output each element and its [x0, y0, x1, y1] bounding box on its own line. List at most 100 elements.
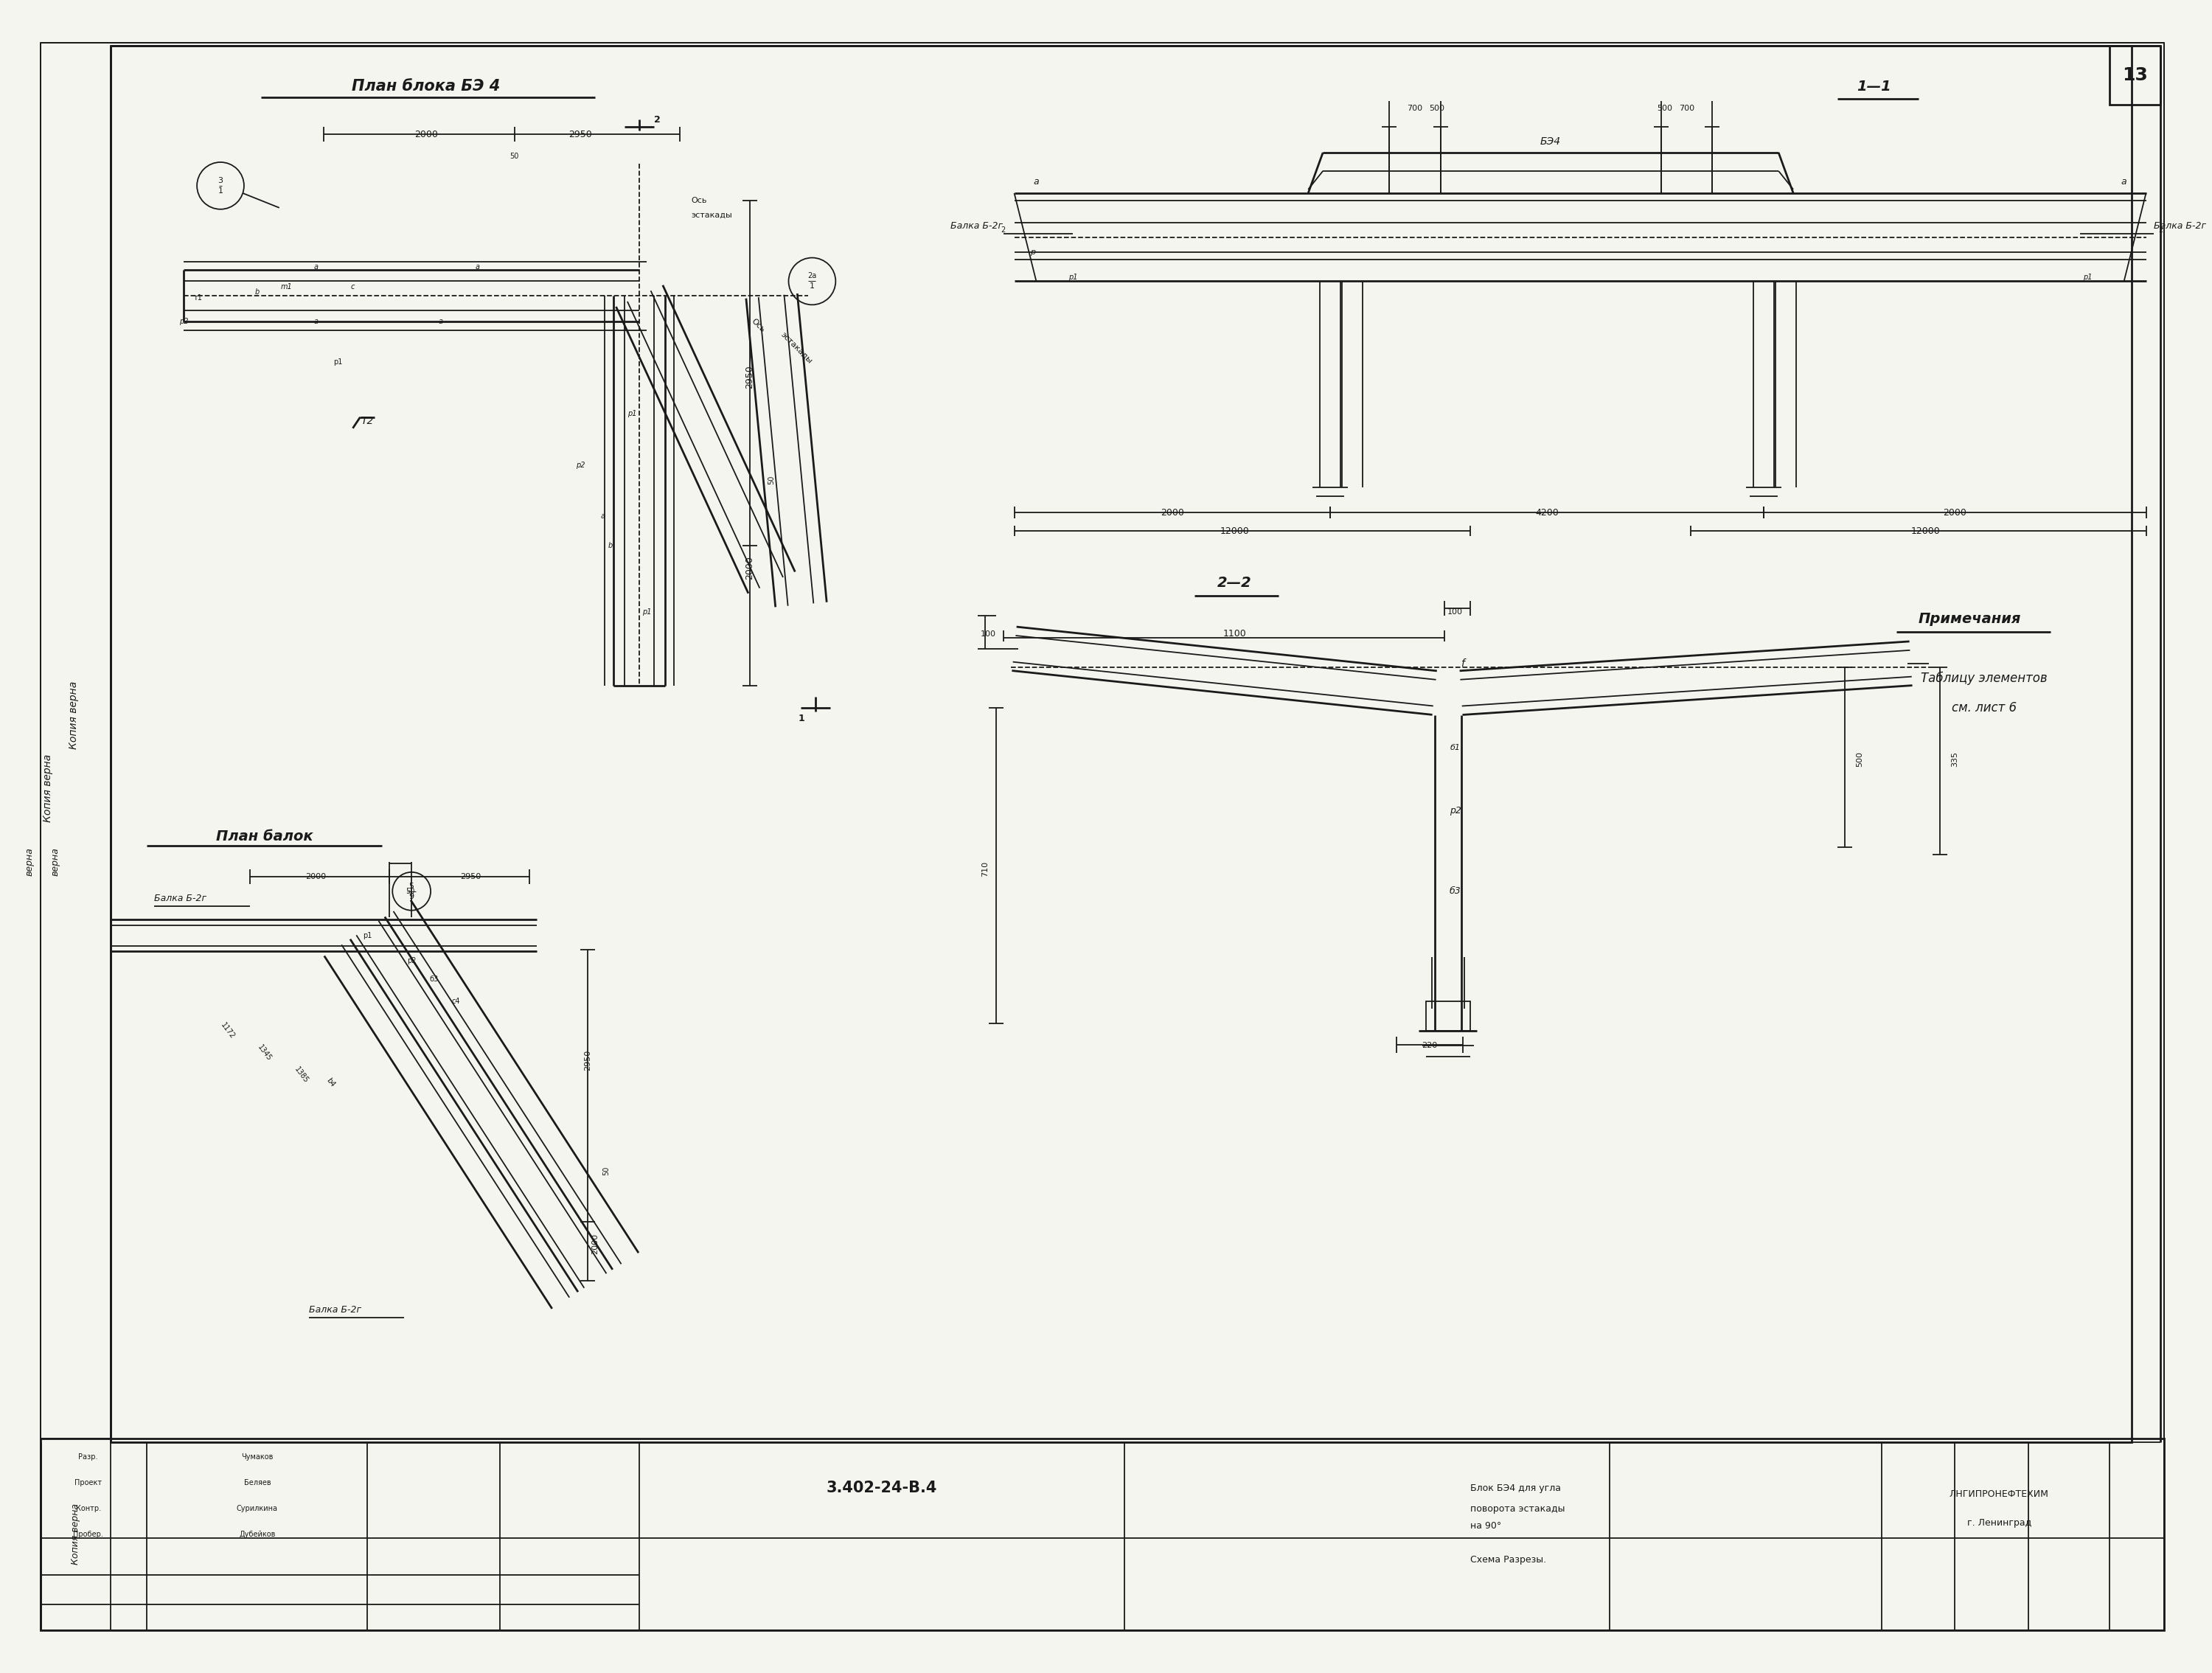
Text: 12000: 12000	[1221, 527, 1250, 535]
Text: Копия верна: Копия верна	[69, 681, 80, 750]
Text: 2000: 2000	[1942, 509, 1966, 517]
Text: p2: p2	[575, 462, 586, 468]
Text: б3: б3	[1449, 887, 1460, 897]
Text: a: a	[476, 263, 480, 271]
Text: 700: 700	[1679, 105, 1694, 112]
Text: 2950: 2950	[460, 873, 480, 880]
Text: БЭ4: БЭ4	[1540, 137, 1562, 147]
Text: Проект: Проект	[75, 1479, 102, 1487]
Text: 50: 50	[511, 152, 520, 161]
Bar	[40, 1439, 2163, 1630]
Text: 2: 2	[1000, 226, 1006, 234]
Bar	[2110, 47, 2161, 105]
Text: 2000: 2000	[1161, 509, 1183, 517]
Text: р1: р1	[2084, 274, 2093, 281]
Text: Балка Б-2г: Балка Б-2г	[951, 221, 1004, 231]
Text: 4200: 4200	[1535, 509, 1559, 517]
Text: 1385: 1385	[292, 1066, 310, 1084]
Text: б3: б3	[429, 975, 438, 984]
Text: с4: с4	[451, 997, 460, 1005]
Text: 710: 710	[982, 862, 989, 877]
Text: р2: р2	[1449, 806, 1462, 815]
Text: Пробер.: Пробер.	[73, 1531, 104, 1537]
Text: Дубейков: Дубейков	[239, 1531, 276, 1537]
Text: Разр.: Разр.	[77, 1454, 97, 1461]
Text: 2950: 2950	[584, 1051, 591, 1071]
Text: Ось: Ось	[690, 197, 706, 204]
Text: 335: 335	[1951, 751, 1958, 766]
Text: План блока БЭ 4: План блока БЭ 4	[352, 79, 500, 94]
Text: 2950: 2950	[568, 129, 593, 139]
Text: р2: р2	[179, 318, 188, 325]
Text: a: a	[1033, 177, 1040, 187]
Text: b: b	[608, 542, 613, 549]
Text: a: a	[314, 318, 319, 325]
Text: a: a	[2121, 177, 2126, 187]
Text: ЛНГИПРОНЕФТЕХИМ: ЛНГИПРОНЕФТЕХИМ	[1949, 1489, 2048, 1499]
Text: 1100: 1100	[1223, 629, 1245, 639]
Text: 1: 1	[219, 187, 223, 194]
Text: 500: 500	[1657, 105, 1672, 112]
Text: р2: р2	[407, 957, 416, 965]
Text: 50: 50	[405, 888, 414, 895]
Text: 5: 5	[409, 882, 414, 890]
Text: m1: m1	[281, 283, 292, 291]
Text: a: a	[438, 318, 442, 325]
Text: р1: р1	[1068, 274, 1077, 281]
Text: f: f	[1460, 657, 1464, 669]
Text: Схема Разрезы.: Схема Разрезы.	[1471, 1556, 1546, 1564]
Text: эстакады: эстакады	[779, 330, 814, 365]
Text: b: b	[254, 288, 259, 296]
Text: Таблицу элементов: Таблицу элементов	[1920, 671, 2048, 684]
Text: 9: 9	[409, 893, 414, 900]
Text: 50: 50	[602, 1166, 611, 1174]
Text: на 90°: на 90°	[1471, 1521, 1502, 1531]
Text: Копия верна: Копия верна	[71, 1504, 80, 1564]
Text: 2000: 2000	[305, 873, 327, 880]
Text: 1—1: 1—1	[1856, 80, 1891, 94]
Text: Балка Б-2г: Балка Б-2г	[310, 1305, 361, 1315]
Text: 2000: 2000	[414, 129, 438, 139]
Text: г. Ленинград: г. Ленинград	[1966, 1519, 2031, 1527]
Text: Блок БЭ4 для угла: Блок БЭ4 для угла	[1471, 1484, 1562, 1492]
Text: б1: б1	[1451, 744, 1460, 751]
Text: поворота эстакады: поворота эстакады	[1471, 1504, 1564, 1514]
Text: Копия верна: Копия верна	[42, 755, 53, 823]
Text: 100: 100	[980, 631, 995, 637]
Text: 220: 220	[1422, 1042, 1438, 1049]
Text: План балок: План балок	[217, 830, 314, 843]
Text: a: a	[314, 263, 319, 271]
Text: р1: р1	[334, 358, 343, 366]
Text: 2а: 2а	[807, 273, 816, 279]
Text: 500: 500	[1429, 105, 1444, 112]
Text: 50: 50	[768, 475, 776, 483]
Bar	[111, 47, 2132, 1442]
Text: 1: 1	[799, 714, 805, 723]
Text: Балка Б-2г: Балка Б-2г	[155, 893, 206, 903]
Text: 12000: 12000	[1911, 527, 1940, 535]
Bar	[1427, 1002, 1471, 1031]
Text: p1: p1	[641, 609, 650, 616]
Text: Контр.: Контр.	[75, 1506, 102, 1512]
Text: b4: b4	[325, 1076, 336, 1087]
Text: 100: 100	[1447, 609, 1462, 616]
Text: 1345: 1345	[257, 1044, 272, 1062]
Text: р1: р1	[363, 932, 372, 939]
Text: эстакады: эстакады	[690, 211, 732, 219]
Text: т1: т1	[195, 294, 204, 301]
Text: a: a	[599, 512, 604, 520]
Text: Ось: Ось	[750, 318, 765, 333]
Text: Сурилкина: Сурилкина	[237, 1506, 279, 1512]
Text: 3.402-24-В.4: 3.402-24-В.4	[827, 1481, 938, 1496]
Text: Т2: Т2	[361, 415, 374, 427]
Text: 2000: 2000	[591, 1233, 599, 1255]
Text: р: р	[1031, 248, 1035, 256]
Text: см. лист 6: см. лист 6	[1951, 701, 2017, 714]
Text: p1: p1	[628, 410, 637, 417]
Text: 2950: 2950	[745, 365, 754, 388]
Text: Примечания: Примечания	[1918, 612, 2022, 626]
Text: 13: 13	[2121, 67, 2148, 84]
Text: Беляев: Беляев	[243, 1479, 270, 1487]
Text: 2: 2	[655, 115, 661, 124]
Bar	[40, 1439, 111, 1630]
